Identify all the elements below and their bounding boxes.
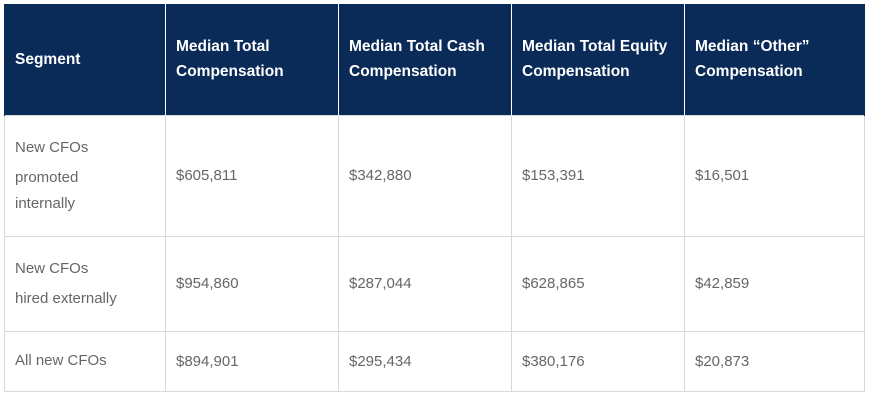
other-compensation-cell: $42,859 xyxy=(684,235,865,332)
segment-line: hired externally xyxy=(15,289,117,307)
segment-cell: New CFOs hired externally xyxy=(4,235,166,332)
segment-cell: All new CFOs xyxy=(4,330,166,392)
total-compensation-cell: $954,860 xyxy=(165,235,339,332)
total-cash-compensation-cell: $287,044 xyxy=(338,235,512,332)
total-compensation-cell: $605,811 xyxy=(165,114,339,237)
table-header: Segment Median Total Compensation Median… xyxy=(4,4,865,115)
table-row: New CFOs hired externally $954,860 $287,… xyxy=(4,235,865,332)
header-median-total-compensation: Median Total Compensation xyxy=(165,4,339,115)
header-median-total-cash-compensation: Median Total Cash Compensation xyxy=(338,4,512,115)
segment-line: New CFOs xyxy=(15,259,89,277)
header-segment: Segment xyxy=(4,4,166,115)
segment-line: All new CFOs xyxy=(15,352,107,369)
segment-line: New CFOs xyxy=(15,138,89,156)
total-compensation-cell: $894,901 xyxy=(165,330,339,392)
total-cash-compensation-cell: $342,880 xyxy=(338,114,512,237)
header-median-total-equity-compensation: Median Total Equity Compensation xyxy=(511,4,685,115)
total-equity-compensation-cell: $380,176 xyxy=(511,330,685,392)
segment-line: promoted xyxy=(15,168,79,186)
table-row: New CFOs promoted internally $605,811 $3… xyxy=(4,114,865,237)
segment-cell: New CFOs promoted internally xyxy=(4,114,166,237)
table-row: All new CFOs $894,901 $295,434 $380,176 … xyxy=(4,330,865,392)
total-equity-compensation-cell: $628,865 xyxy=(511,235,685,332)
other-compensation-cell: $20,873 xyxy=(684,330,865,392)
other-compensation-cell: $16,501 xyxy=(684,114,865,237)
segment-line: internally xyxy=(15,194,76,212)
cfo-compensation-table: Segment Median Total Compensation Median… xyxy=(4,4,865,392)
total-cash-compensation-cell: $295,434 xyxy=(338,330,512,392)
header-median-other-compensation: Median “Other” Compensation xyxy=(684,4,865,115)
table-body: New CFOs promoted internally $605,811 $3… xyxy=(4,114,865,392)
header-row: Segment Median Total Compensation Median… xyxy=(4,4,865,115)
total-equity-compensation-cell: $153,391 xyxy=(511,114,685,237)
